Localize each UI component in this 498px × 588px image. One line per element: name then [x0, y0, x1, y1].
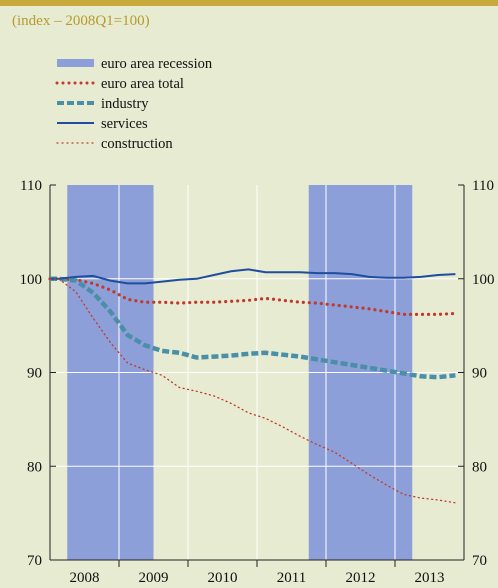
x-tick-label: 2008 [70, 570, 100, 586]
legend-label: construction [101, 136, 173, 152]
y-tick-label-left: 90 [27, 366, 42, 382]
x-tick-label: 2012 [346, 570, 376, 586]
y-tick-label-right: 80 [472, 459, 487, 475]
legend-swatch-recession [57, 59, 94, 67]
x-tick-label: 2009 [139, 570, 169, 586]
y-tick-label-right: 90 [472, 366, 487, 382]
x-tick-label: 2010 [208, 570, 238, 586]
top-band [0, 0, 498, 6]
legend-label: industry [101, 96, 149, 112]
y-tick-label-left: 110 [20, 178, 42, 194]
legend-label: euro area recession [101, 56, 213, 72]
y-tick-label-right: 100 [472, 272, 495, 288]
y-tick-label-left: 100 [20, 272, 43, 288]
chart-subtitle: (index – 2008Q1=100) [12, 13, 150, 29]
y-tick-label-right: 70 [472, 553, 487, 569]
y-tick-label-left: 70 [27, 553, 42, 569]
series-line-industry [50, 276, 456, 380]
series-line-euro-area-total [48, 277, 457, 316]
series-line-construction [49, 278, 457, 504]
y-tick-label-left: 80 [27, 459, 42, 475]
x-tick-label: 2011 [277, 570, 306, 586]
series-line-services [50, 268, 456, 285]
x-tick-label: 2013 [415, 570, 445, 586]
y-tick-label-right: 110 [472, 178, 494, 194]
legend-label: services [101, 116, 148, 132]
legend-label: euro area total [101, 76, 184, 92]
